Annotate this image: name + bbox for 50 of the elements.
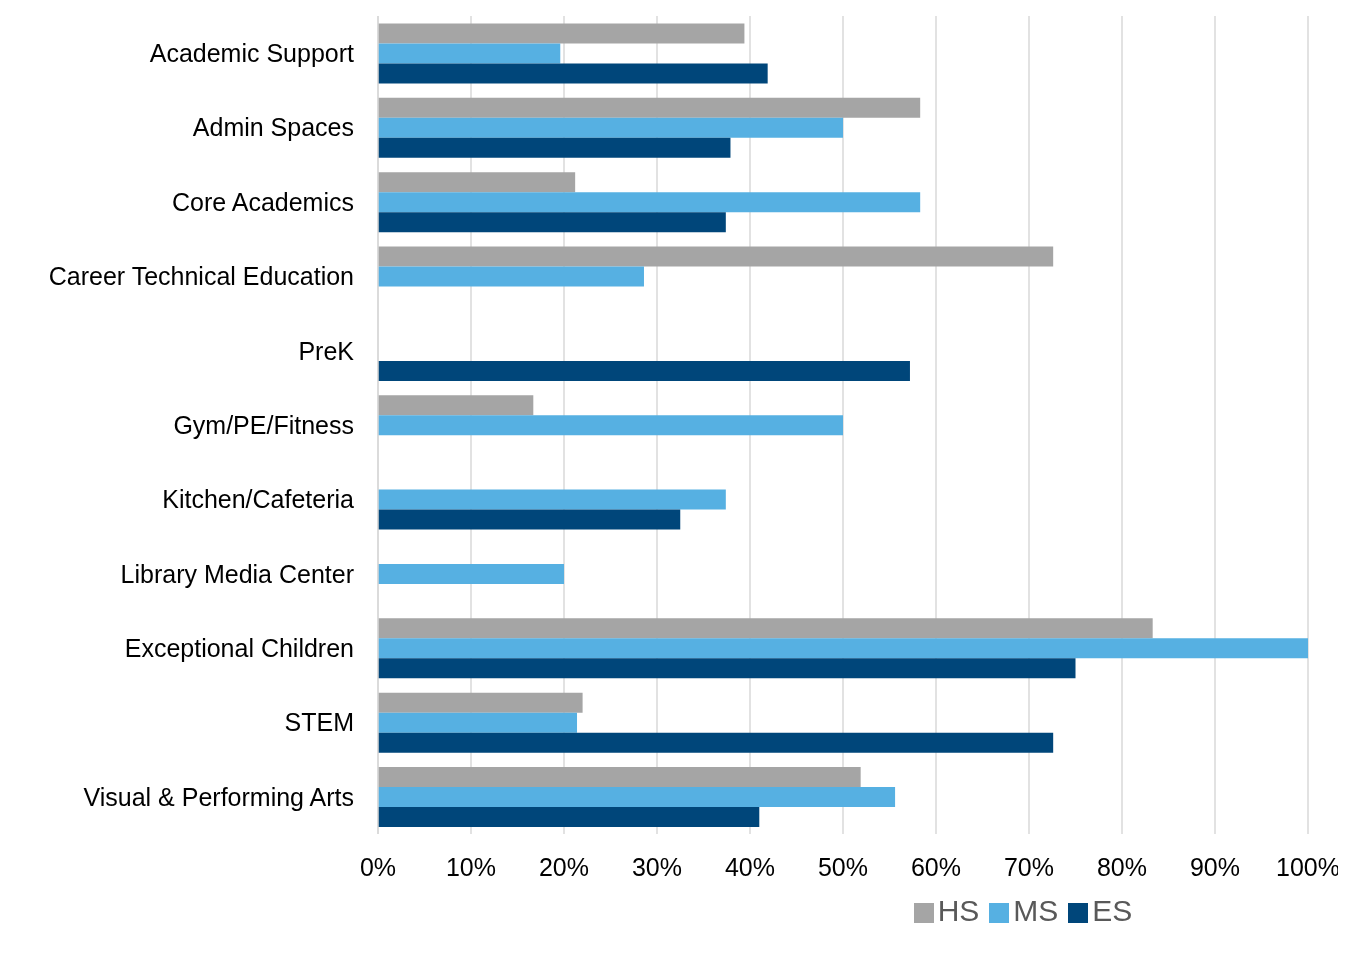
bar [378,618,1153,639]
legend-label: HS [937,894,980,927]
bar [378,692,583,713]
bar [378,137,731,158]
y-tick-label: Library Media Center [120,559,354,588]
x-tick-label: 40% [724,852,776,881]
y-tick-label: Exceptional Children [124,633,354,662]
legend-label: MS [1013,894,1059,927]
bar [378,638,1308,659]
y-tick-label: Visual & Performing Arts [83,782,354,811]
bar [378,395,534,416]
y-tick-label: Admin Spaces [192,113,354,142]
x-tick-label: 30% [631,852,683,881]
bar [378,63,768,84]
x-tick-label: 10% [445,852,497,881]
bar [378,266,644,287]
y-tick-label: Gym/PE/Fitness [173,410,354,439]
y-tick-label: Career Technical Education [48,262,354,291]
x-tick-label: 50% [817,852,869,881]
bar [378,807,760,828]
bar [378,360,910,381]
bar [378,767,861,788]
bar [378,212,726,233]
bar [378,172,576,193]
x-tick-label: 70% [1003,852,1055,881]
x-tick-label: 60% [910,852,962,881]
x-tick-label: 80% [1096,852,1148,881]
bar [378,415,843,436]
bar [378,246,1054,267]
legend-label: ES [1092,894,1133,927]
y-tick-label: Core Academics [171,187,354,216]
bar [378,732,1054,753]
bar [378,563,564,584]
y-tick-label: Academic Support [149,39,355,68]
bar [378,23,745,44]
bar [378,117,843,138]
bar [378,192,921,213]
bar [378,658,1076,679]
bar [378,489,726,510]
bar [378,509,681,530]
x-tick-label: 20% [538,852,590,881]
bar [378,712,578,733]
x-tick-label: 90% [1189,852,1241,881]
bar [378,787,896,808]
bar [378,43,561,64]
y-tick-label: STEM [284,708,354,737]
x-tick-label: 0% [359,852,397,881]
y-tick-label: Kitchen/Cafeteria [162,485,355,514]
bar [378,97,921,118]
y-tick-label: PreK [298,336,355,365]
